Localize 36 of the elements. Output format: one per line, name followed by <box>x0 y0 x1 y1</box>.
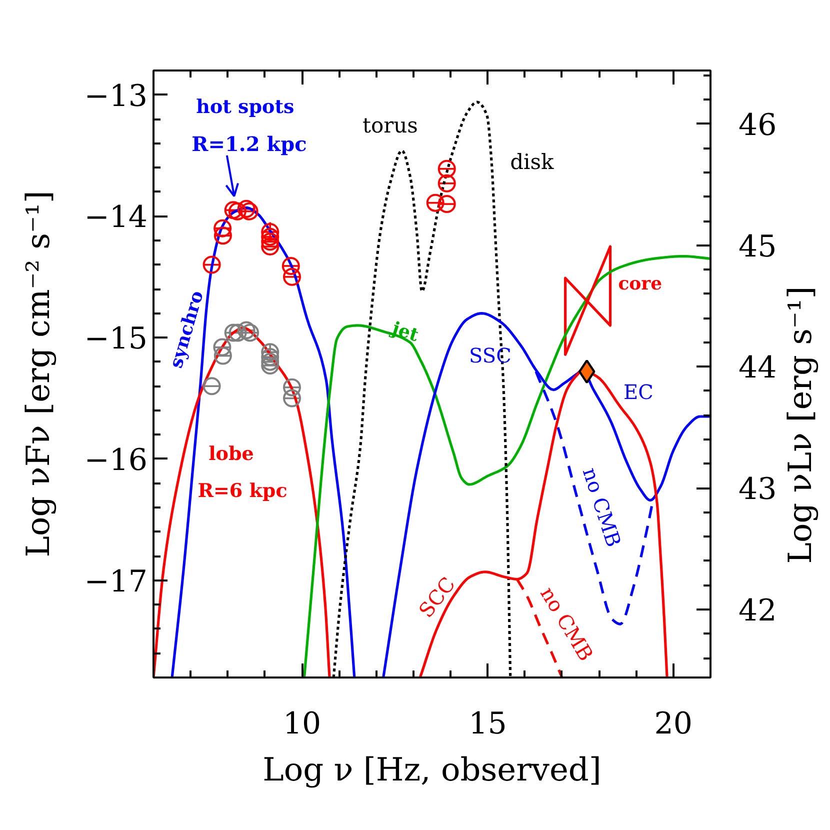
annotation: synchro <box>166 288 208 370</box>
y-tick-label: −13 <box>84 78 148 114</box>
y2-tick-label: 44 <box>738 350 777 386</box>
point <box>283 389 302 408</box>
y-tick-label: −14 <box>84 200 148 236</box>
x-tick-label: 20 <box>654 706 692 742</box>
annotation: R=6 kpc <box>198 480 288 502</box>
y2-tick-label: 45 <box>738 229 777 264</box>
y2-axis-title: Log νLν [erg s⁻¹] <box>781 286 819 564</box>
annotation: R=1.2 kpc <box>192 132 307 156</box>
point <box>202 377 221 396</box>
annotation: no CMB <box>578 464 626 550</box>
annotation: SSC <box>469 343 512 368</box>
annotation: core <box>618 273 662 294</box>
annotation: torus <box>362 113 418 138</box>
point <box>578 359 596 384</box>
x-tick-label: 10 <box>282 706 322 742</box>
point <box>438 160 456 178</box>
y2-tick-label: 42 <box>738 594 777 629</box>
annotation: disk <box>510 150 554 174</box>
x-tick-label: 15 <box>468 706 507 742</box>
y2-tick-label: 46 <box>738 108 777 143</box>
point <box>202 256 221 274</box>
annotation: hot spots <box>196 96 294 118</box>
point <box>438 174 456 192</box>
x-axis-title: Log ν [Hz, observed] <box>262 750 602 788</box>
annotation: EC <box>624 380 654 404</box>
y-axis-title: Log νFν [erg cm⁻² s⁻¹] <box>19 190 58 558</box>
annotation: lobe <box>208 442 254 465</box>
y2-tick-label: 43 <box>738 472 777 508</box>
y-tick-label: −16 <box>84 442 148 478</box>
point <box>282 256 300 275</box>
point <box>283 268 302 286</box>
y-tick-label: −17 <box>84 564 148 600</box>
y-tick-label: −15 <box>84 322 148 357</box>
point <box>283 378 302 396</box>
